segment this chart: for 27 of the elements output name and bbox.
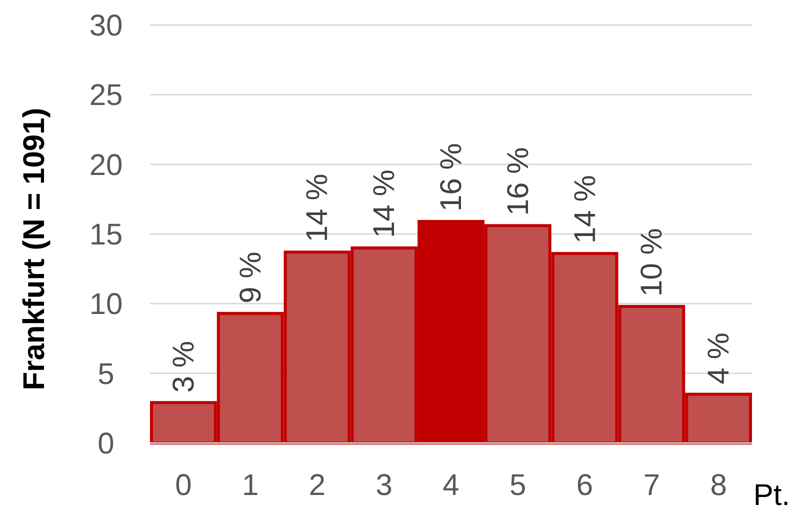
y-axis-title: Frankfurt (N = 1091): [18, 108, 51, 390]
x-tick-label: 4: [442, 469, 460, 502]
x-tick-label: 1: [242, 469, 259, 502]
x-tick-label: 0: [175, 469, 192, 502]
x-tick-label: 5: [510, 469, 526, 502]
data-label: 10 %: [636, 228, 669, 296]
y-tick-label: 15: [89, 218, 123, 252]
data-label: 16 %: [435, 143, 468, 212]
data-label: 9 %: [234, 252, 268, 304]
y-tick-label: 10: [89, 288, 123, 322]
x-tick-label: 3: [376, 469, 392, 502]
x-axis-title: Pt.: [753, 479, 790, 512]
x-tick-label: 7: [643, 469, 660, 502]
data-label: 14 %: [368, 170, 402, 238]
data-label: 3 %: [167, 340, 200, 393]
y-tick-label: 5: [98, 358, 114, 391]
y-tick-label: 25: [89, 79, 123, 112]
data-label: 14 %: [301, 174, 334, 242]
data-label: 16 %: [502, 147, 535, 216]
x-tick-label: 6: [576, 469, 594, 502]
y-tick-label: 0: [98, 428, 114, 460]
y-tick-label: 30: [89, 10, 123, 42]
data-label: 14 %: [568, 175, 602, 244]
x-tick-label: 8: [710, 469, 727, 502]
x-tick-label: 2: [308, 469, 326, 502]
y-tick-label: 20: [89, 148, 123, 182]
data-label: 4 %: [702, 332, 736, 384]
